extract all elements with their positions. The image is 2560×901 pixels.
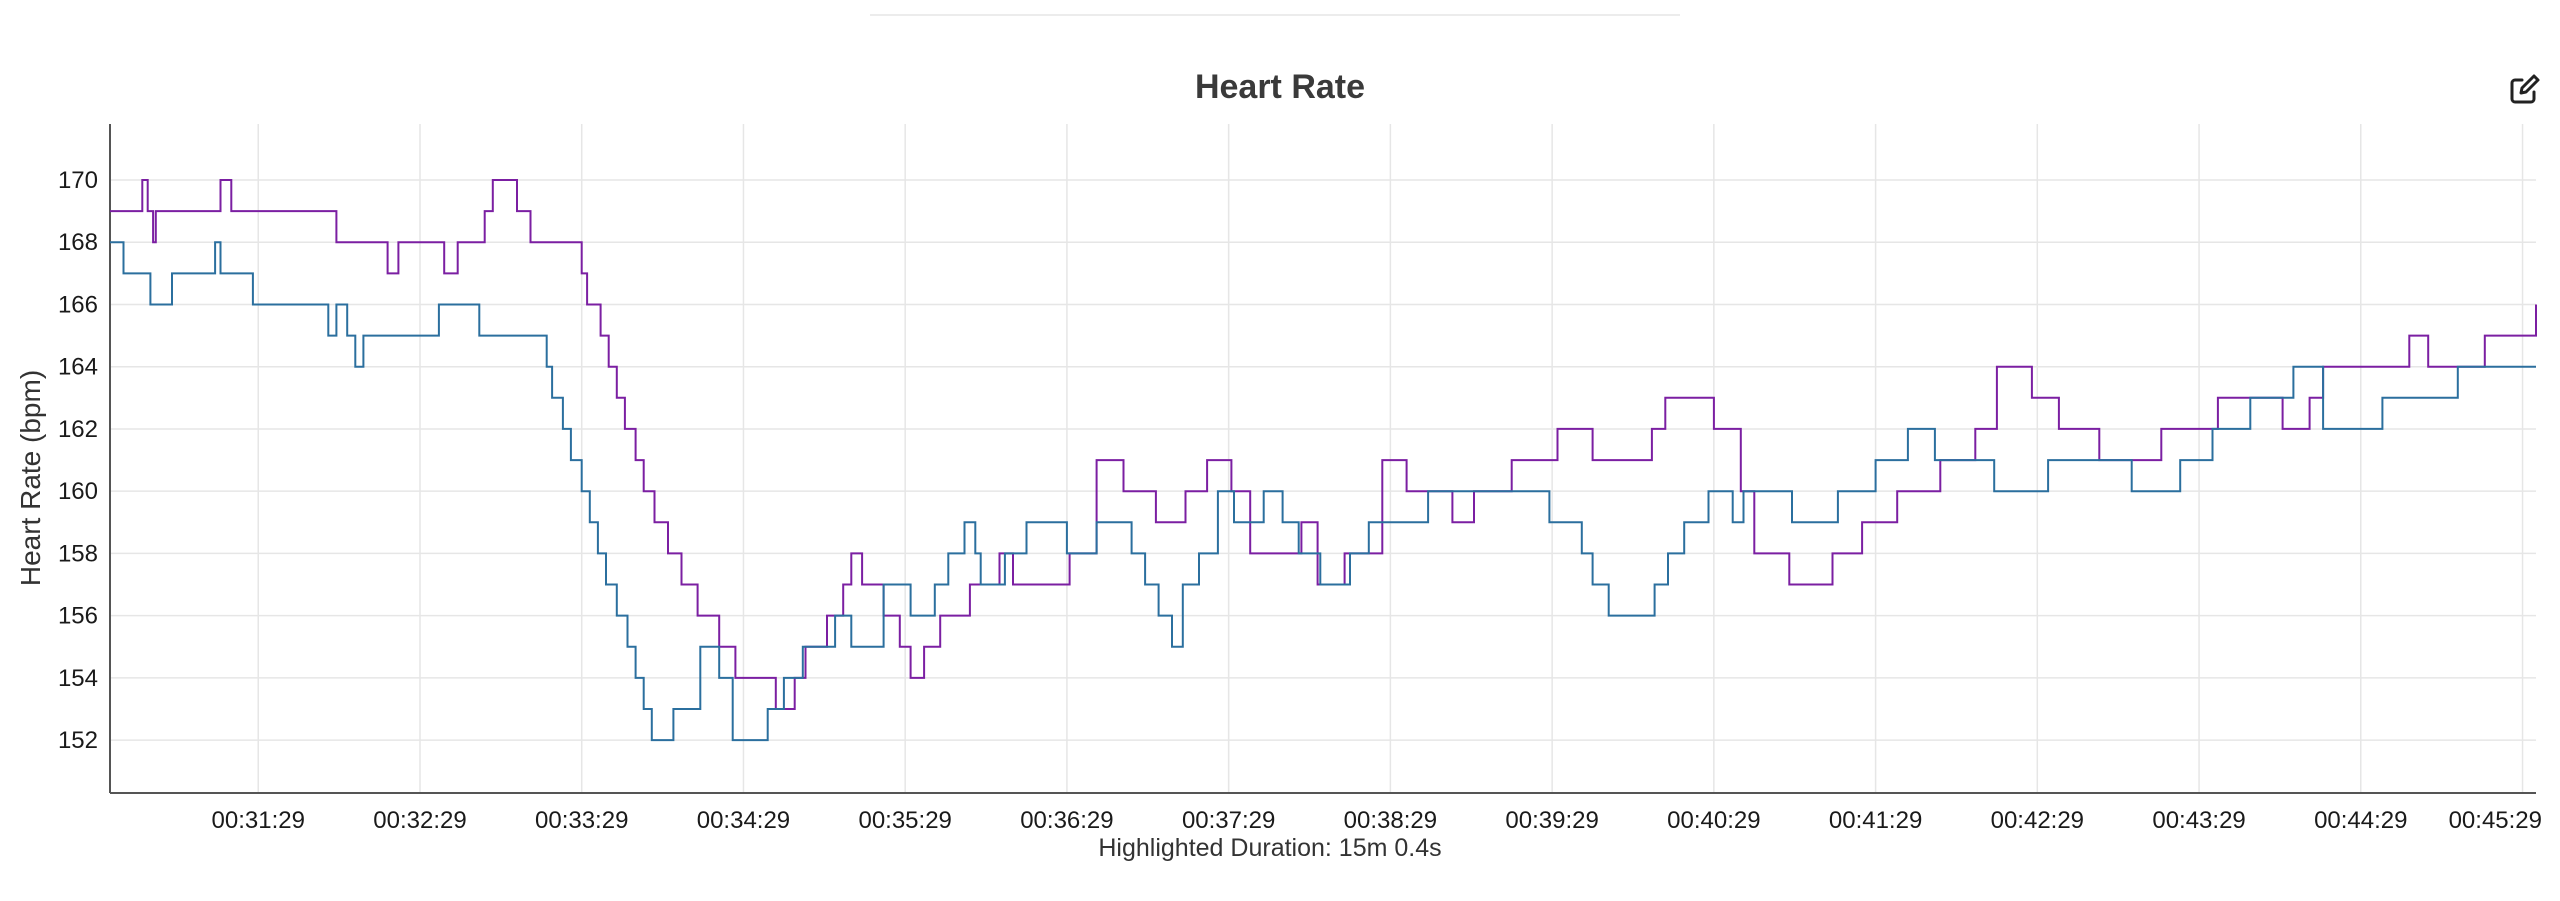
heart-rate-series-line-1 <box>110 179 2537 710</box>
x-tick-label: 00:44:29 <box>2314 807 2407 834</box>
x-tick-label: 00:43:29 <box>2152 807 2245 834</box>
y-tick-label: 158 <box>58 540 98 567</box>
y-tick-label: 160 <box>58 478 98 505</box>
top-divider <box>870 14 1680 16</box>
x-tick-label: 00:31:29 <box>212 807 305 834</box>
y-tick-label: 162 <box>58 416 98 443</box>
chart-title: Heart Rate <box>1194 68 1366 106</box>
x-tick-label: 00:34:29 <box>697 807 790 834</box>
x-tick-label: 00:36:29 <box>1020 807 1113 834</box>
y-tick-label: 164 <box>58 354 98 381</box>
series-layer <box>110 179 2537 742</box>
x-tick-label: 00:35:29 <box>858 807 951 834</box>
x-tick-label: 00:41:29 <box>1829 807 1922 834</box>
y-tick-label: 166 <box>58 291 98 318</box>
axis-layer <box>109 124 2536 794</box>
x-tick-label: 00:39:29 <box>1505 807 1598 834</box>
y-tick-label: 170 <box>58 167 98 194</box>
edit-chart-button[interactable] <box>2506 72 2542 108</box>
x-tick-label: 00:32:29 <box>373 807 466 834</box>
grid-layer <box>110 124 2536 793</box>
edit-icon <box>2510 74 2540 104</box>
y-tick-label: 168 <box>58 229 98 256</box>
y-tick-label: 154 <box>58 665 98 692</box>
highlighted-duration-label: Highlighted Duration: 15m 0.4s <box>1098 834 1442 862</box>
x-tick-label: 00:42:29 <box>1991 807 2084 834</box>
ticks-layer: 152 154 156 158 160 162 164 166 168 170 00:31:29 00… <box>58 167 2542 834</box>
x-tick-label: 00:37:29 <box>1182 807 1275 834</box>
y-axis-label: Heart Rate (bpm) <box>15 370 46 586</box>
x-tick-label: 00:33:29 <box>535 807 628 834</box>
y-tick-label: 156 <box>58 603 98 630</box>
x-tick-label: 00:45:29 <box>2449 807 2542 834</box>
x-tick-label: 00:38:29 <box>1344 807 1437 834</box>
heart-rate-series-line-2 <box>110 241 2536 742</box>
y-tick-label: 152 <box>58 727 98 754</box>
x-tick-label: 00:40:29 <box>1667 807 1760 834</box>
